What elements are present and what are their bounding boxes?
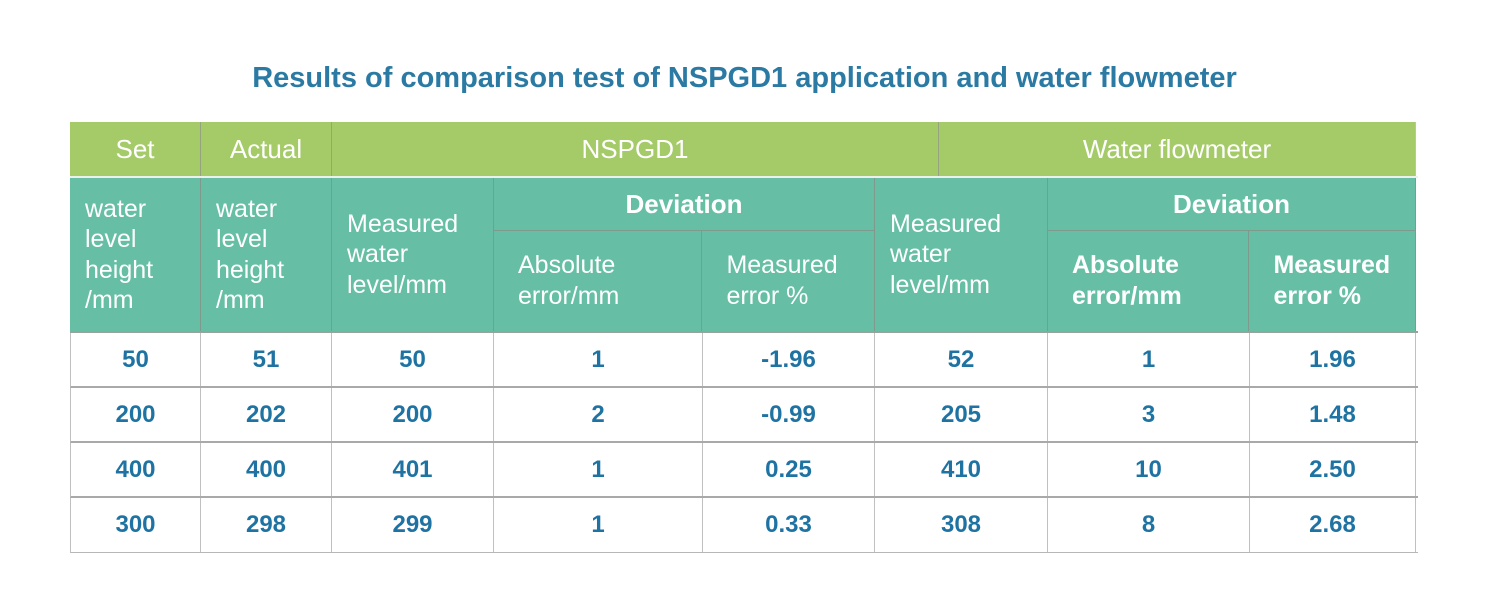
subheader-nspgd1-measured-water-level: Measured water level/mm (332, 178, 494, 331)
table-cell: 1.48 (1250, 388, 1416, 441)
table-cell: 52 (875, 333, 1048, 386)
subheader-nspgd1-measured-error: Measured error % (726, 251, 838, 310)
table-header-row-top: Set Actual NSPGD1 Water flowmeter (70, 122, 1418, 178)
subheader-set-water-level-height: water level height /mm (70, 178, 201, 331)
table-cell: 1 (494, 443, 703, 496)
table-cell: 308 (875, 498, 1048, 552)
group-header-water-flowmeter: Water flowmeter (939, 122, 1416, 176)
table-cell: 8 (1048, 498, 1250, 552)
table-cell: 202 (201, 388, 332, 441)
table-cell: 1.96 (1250, 333, 1416, 386)
table-cell: 299 (332, 498, 494, 552)
subheader-nspgd1-deviation: Deviation (494, 178, 874, 231)
table-cell: 300 (71, 498, 201, 552)
subheader-flowmeter-deviation: Deviation (1048, 178, 1415, 231)
page-title: Results of comparison test of NSPGD1 app… (252, 62, 1237, 94)
subheader-group-flowmeter-deviation: Deviation Absolute error/mm Measured err… (1048, 178, 1416, 331)
table-cell: 2.50 (1250, 443, 1416, 496)
table-cell: 400 (201, 443, 332, 496)
subheader-group-nspgd1-deviation: Deviation Absolute error/mm Measured err… (494, 178, 875, 331)
table-cell: 200 (332, 388, 494, 441)
table-cell: 401 (332, 443, 494, 496)
table-row: 400 400 401 1 0.25 410 10 2.50 (70, 443, 1418, 498)
table-row: 50 51 50 1 -1.96 52 1 1.96 (70, 333, 1418, 388)
table-cell: 1 (494, 498, 703, 552)
col-header-actual: Actual (201, 122, 332, 176)
table-row: 300 298 299 1 0.33 308 8 2.68 (70, 498, 1418, 553)
table-cell: 2 (494, 388, 703, 441)
table-cell: 1 (494, 333, 703, 386)
comparison-table: Set Actual NSPGD1 Water flowmeter water … (70, 122, 1418, 553)
table-cell: 298 (201, 498, 332, 552)
table-cell: 410 (875, 443, 1048, 496)
table-cell: 400 (71, 443, 201, 496)
col-header-set: Set (70, 122, 201, 176)
subheader-flowmeter-absolute-error: Absolute error/mm (1048, 231, 1250, 331)
subheader-nspgd1-absolute-error: Absolute error/mm (494, 231, 703, 331)
subheader-actual-water-level-height: water level height /mm (201, 178, 332, 331)
table-cell: 50 (71, 333, 201, 386)
table-cell: 205 (875, 388, 1048, 441)
table-cell: 51 (201, 333, 332, 386)
table-cell: 1 (1048, 333, 1250, 386)
table-cell: -0.99 (703, 388, 875, 441)
table-row: 200 202 200 2 -0.99 205 3 1.48 (70, 388, 1418, 443)
table-cell: 0.33 (703, 498, 875, 552)
table-cell: 10 (1048, 443, 1250, 496)
table-cell: 2.68 (1250, 498, 1416, 552)
subheader-flowmeter-measured-water-level: Measured water level/mm (875, 178, 1048, 331)
table-cell: 200 (71, 388, 201, 441)
table-header-row-sub: water level height /mm water level heigh… (70, 178, 1418, 333)
group-header-nspgd1: NSPGD1 (332, 122, 939, 176)
subheader-flowmeter-measured-error: Measured error % (1273, 251, 1391, 310)
table-cell: 50 (332, 333, 494, 386)
table-cell: 3 (1048, 388, 1250, 441)
table-cell: -1.96 (703, 333, 875, 386)
table-cell: 0.25 (703, 443, 875, 496)
